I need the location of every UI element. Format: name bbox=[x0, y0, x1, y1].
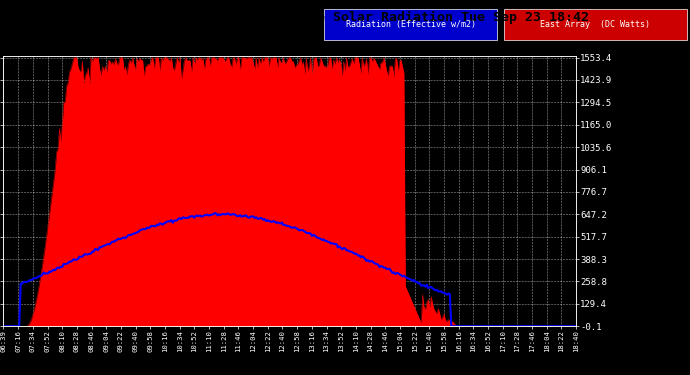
Text: East Array  (DC Watts): East Array (DC Watts) bbox=[540, 20, 650, 29]
Bar bbox=[324, 9, 497, 40]
Text: East Array Power & Effective Solar Radiation Tue Sep 23 18:42: East Array Power & Effective Solar Radia… bbox=[101, 11, 589, 24]
Text: Radiation (Effective w/m2): Radiation (Effective w/m2) bbox=[346, 20, 475, 29]
Bar bbox=[504, 9, 687, 40]
Text: Copyright 2014 Cartronics.com: Copyright 2014 Cartronics.com bbox=[7, 35, 152, 44]
